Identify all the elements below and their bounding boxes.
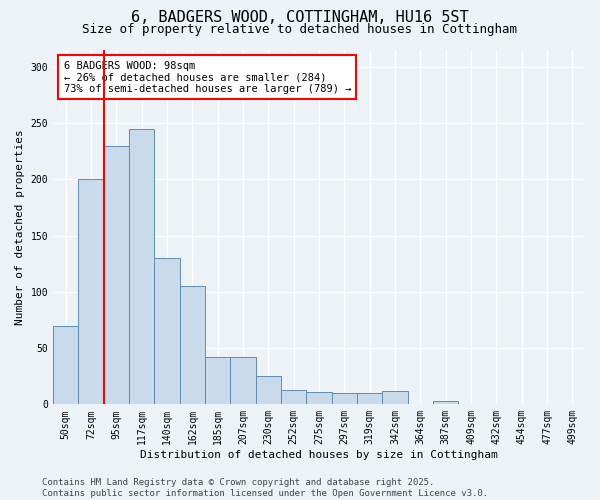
- X-axis label: Distribution of detached houses by size in Cottingham: Distribution of detached houses by size …: [140, 450, 498, 460]
- Bar: [281, 390, 307, 404]
- Bar: [433, 401, 458, 404]
- Y-axis label: Number of detached properties: Number of detached properties: [15, 130, 25, 325]
- Bar: [129, 128, 154, 404]
- Bar: [230, 357, 256, 405]
- Bar: [104, 146, 129, 404]
- Bar: [357, 393, 382, 404]
- Bar: [53, 326, 79, 404]
- Text: 6, BADGERS WOOD, COTTINGHAM, HU16 5ST: 6, BADGERS WOOD, COTTINGHAM, HU16 5ST: [131, 10, 469, 25]
- Bar: [256, 376, 281, 404]
- Bar: [154, 258, 179, 404]
- Bar: [179, 286, 205, 405]
- Text: 6 BADGERS WOOD: 98sqm
← 26% of detached houses are smaller (284)
73% of semi-det: 6 BADGERS WOOD: 98sqm ← 26% of detached …: [64, 60, 351, 94]
- Bar: [205, 357, 230, 405]
- Text: Contains HM Land Registry data © Crown copyright and database right 2025.
Contai: Contains HM Land Registry data © Crown c…: [42, 478, 488, 498]
- Text: Size of property relative to detached houses in Cottingham: Size of property relative to detached ho…: [83, 22, 517, 36]
- Bar: [332, 393, 357, 404]
- Bar: [382, 391, 407, 404]
- Bar: [307, 392, 332, 404]
- Bar: [79, 180, 104, 404]
